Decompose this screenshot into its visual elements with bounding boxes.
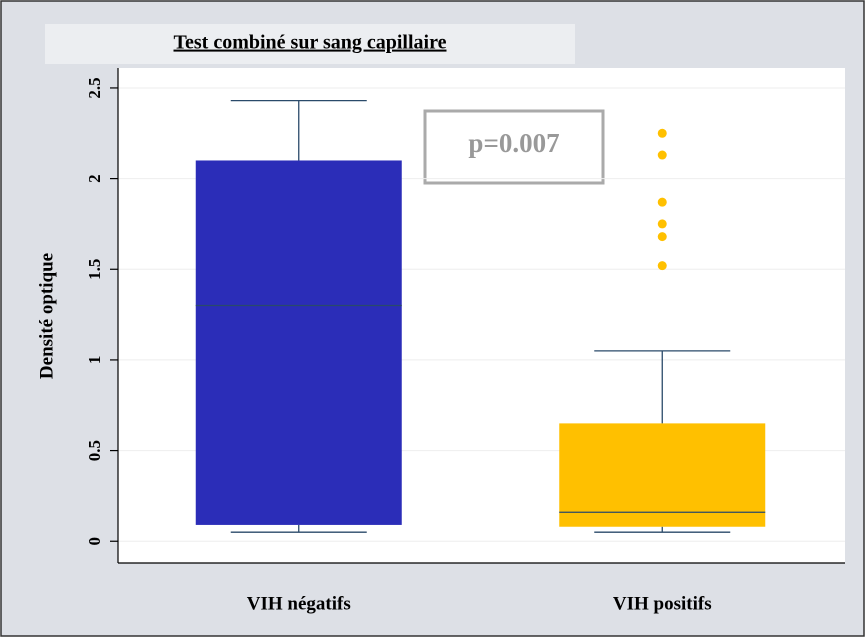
y-tick-label: 0.5 bbox=[85, 440, 104, 461]
y-axis-label: Densité optique bbox=[36, 253, 57, 379]
y-tick-label: 0 bbox=[85, 537, 104, 546]
outlier bbox=[657, 232, 667, 242]
outlier bbox=[657, 128, 667, 138]
outlier bbox=[657, 150, 667, 160]
x-tick-label: VIH négatifs bbox=[247, 593, 351, 614]
y-tick-label: 1 bbox=[85, 356, 104, 365]
chart-title: Test combiné sur sang capillaire bbox=[174, 32, 447, 54]
outlier bbox=[657, 219, 667, 229]
annotation-box bbox=[423, 109, 605, 185]
x-tick-label: VIH positifs bbox=[613, 593, 712, 614]
box bbox=[559, 423, 766, 527]
box bbox=[195, 160, 402, 525]
title-band bbox=[45, 24, 575, 64]
outlier bbox=[657, 197, 667, 207]
y-tick-label: 2.5 bbox=[85, 77, 104, 98]
outlier bbox=[657, 261, 667, 271]
y-tick-label: 1.5 bbox=[85, 259, 104, 280]
annotation: p=0.007 bbox=[468, 128, 559, 158]
y-tick-label: 2 bbox=[85, 174, 104, 183]
